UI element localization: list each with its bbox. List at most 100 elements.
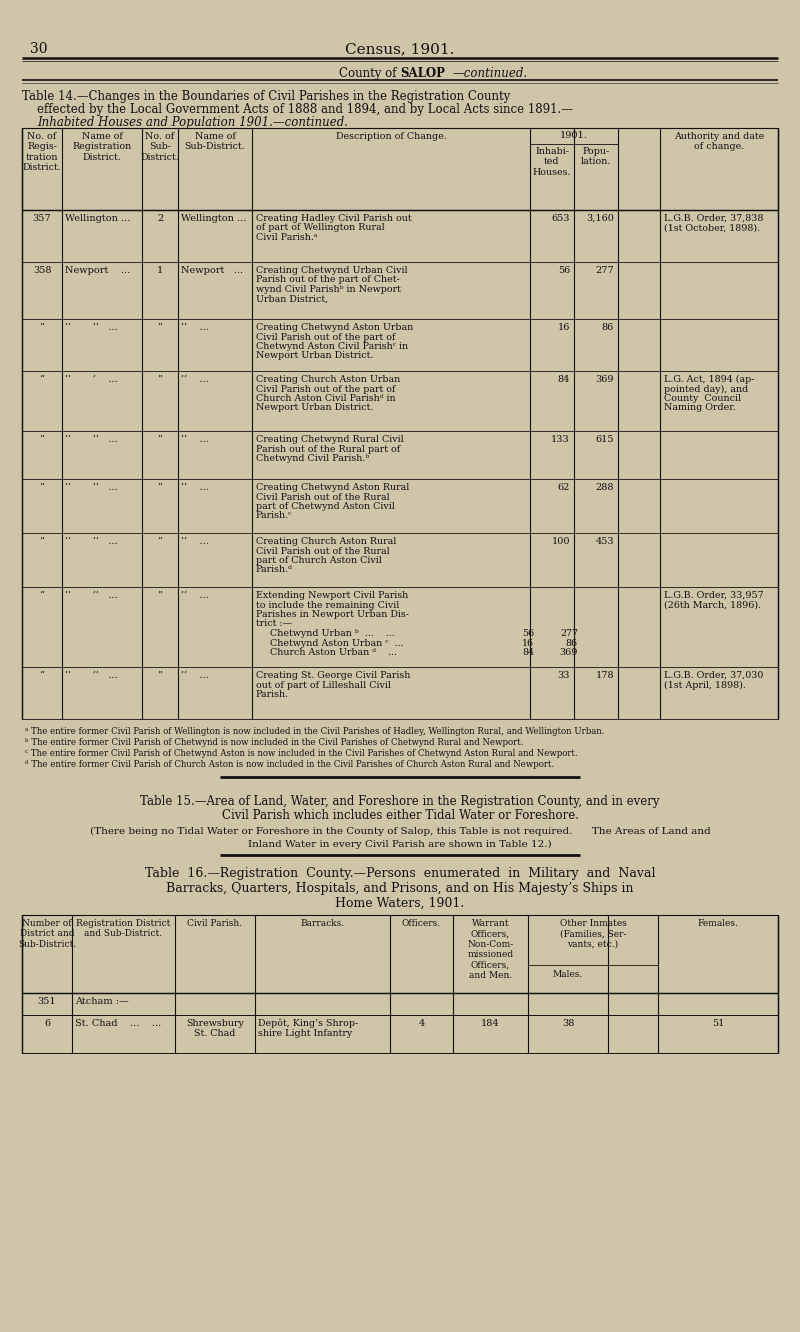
- Text: ’’    ...: ’’ ...: [181, 671, 209, 681]
- Text: 30: 30: [30, 43, 47, 56]
- Text: ’’: ’’: [39, 537, 45, 546]
- Text: St. Chad: St. Chad: [194, 1030, 236, 1038]
- Text: 84: 84: [522, 647, 534, 657]
- Text: Parish out of the Rural part of: Parish out of the Rural part of: [256, 445, 400, 453]
- Text: Civil Parish which includes either Tidal Water or Foreshore.: Civil Parish which includes either Tidal…: [222, 809, 578, 822]
- Text: 184: 184: [481, 1019, 500, 1028]
- Text: 51: 51: [712, 1019, 724, 1028]
- Text: (26th March, 1896).: (26th March, 1896).: [664, 601, 761, 610]
- Text: Males.: Males.: [553, 970, 583, 979]
- Text: Name of
Sub-District.: Name of Sub-District.: [185, 132, 246, 152]
- Text: ’’       ’’   ...: ’’ ’’ ...: [65, 436, 118, 444]
- Text: Church Aston Urban ᵈ    ...: Church Aston Urban ᵈ ...: [264, 647, 397, 657]
- Text: 100: 100: [551, 537, 570, 546]
- Text: Parish.ᶜ: Parish.ᶜ: [256, 511, 292, 521]
- Text: ᵈ The entire former Civil Parish of Church Aston is now included in the Civil Pa: ᵈ The entire former Civil Parish of Chur…: [25, 761, 554, 769]
- Text: L.G.B. Order, 33,957: L.G.B. Order, 33,957: [664, 591, 764, 599]
- Text: Shrewsbury: Shrewsbury: [186, 1019, 244, 1028]
- Text: part of Church Aston Civil: part of Church Aston Civil: [256, 555, 382, 565]
- Text: ’’: ’’: [157, 376, 163, 384]
- Text: ’’: ’’: [39, 671, 45, 681]
- Text: 3,160: 3,160: [586, 214, 614, 222]
- Text: Warrant
Officers,
Non-Com-
missioned
Officers,
and Men.: Warrant Officers, Non-Com- missioned Off…: [467, 919, 514, 980]
- Text: St. Chad    ...    ...: St. Chad ... ...: [75, 1019, 162, 1028]
- Text: 277: 277: [560, 629, 578, 638]
- Text: Newport Urban District.: Newport Urban District.: [256, 404, 374, 413]
- Text: ’’: ’’: [157, 322, 163, 332]
- Text: ’’       ’’   ...: ’’ ’’ ...: [65, 671, 118, 681]
- Text: Home Waters, 1901.: Home Waters, 1901.: [335, 896, 465, 910]
- Text: 86: 86: [602, 322, 614, 332]
- Text: Creating Chetwynd Rural Civil: Creating Chetwynd Rural Civil: [256, 436, 404, 444]
- Text: ’’    ...: ’’ ...: [181, 436, 209, 444]
- Text: ’’: ’’: [39, 376, 45, 384]
- Text: Chetwynd Aston Urban ᶜ  ...: Chetwynd Aston Urban ᶜ ...: [264, 638, 403, 647]
- Bar: [22, 915, 778, 992]
- Text: to include the remaining Civil: to include the remaining Civil: [256, 601, 399, 610]
- Text: (1st April, 1898).: (1st April, 1898).: [664, 681, 746, 690]
- Text: 2: 2: [157, 214, 163, 222]
- Text: ’’       ’’   ...: ’’ ’’ ...: [65, 591, 118, 599]
- Text: Creating Church Aston Rural: Creating Church Aston Rural: [256, 537, 396, 546]
- Text: 453: 453: [595, 537, 614, 546]
- Text: 1901.: 1901.: [560, 131, 588, 140]
- Text: trict :—: trict :—: [256, 619, 292, 629]
- Text: ’’       ’    ...: ’’ ’ ...: [65, 376, 118, 384]
- Text: Popu-
lation.: Popu- lation.: [581, 147, 611, 166]
- Text: 615: 615: [595, 436, 614, 444]
- Text: 62: 62: [558, 484, 570, 492]
- Text: 6: 6: [44, 1019, 50, 1028]
- Text: Civil Parish.ᵃ: Civil Parish.ᵃ: [256, 233, 318, 242]
- Text: 4: 4: [418, 1019, 425, 1028]
- Text: Church Aston Civil Parishᵈ in: Church Aston Civil Parishᵈ in: [256, 394, 396, 404]
- Text: Civil Parish out of the Rural: Civil Parish out of the Rural: [256, 546, 390, 555]
- Text: 133: 133: [551, 436, 570, 444]
- Text: 16: 16: [522, 638, 534, 647]
- Text: Table 14.—Changes in the Boundaries of Civil Parishes in the Registration County: Table 14.—Changes in the Boundaries of C…: [22, 91, 510, 103]
- Text: Number of
District and
Sub-District.: Number of District and Sub-District.: [18, 919, 76, 948]
- Text: 653: 653: [551, 214, 570, 222]
- Text: ’’       ’’   ...: ’’ ’’ ...: [65, 537, 118, 546]
- Text: (1st October, 1898).: (1st October, 1898).: [664, 224, 760, 233]
- Text: pointed day), and: pointed day), and: [664, 385, 748, 394]
- Text: Barracks, Quarters, Hospitals, and Prisons, and on His Majesty’s Ships in: Barracks, Quarters, Hospitals, and Priso…: [166, 882, 634, 895]
- Text: shire Light Infantry: shire Light Infantry: [258, 1030, 352, 1038]
- Text: ᶜ The entire former Civil Parish of Chetwynd Aston is now included in the Civil : ᶜ The entire former Civil Parish of Chet…: [25, 749, 578, 758]
- Text: Description of Change.: Description of Change.: [336, 132, 446, 141]
- Text: No. of
Regis-
tration
District.: No. of Regis- tration District.: [22, 132, 62, 172]
- Text: Parish.: Parish.: [256, 690, 289, 699]
- Text: out of part of Lilleshall Civil: out of part of Lilleshall Civil: [256, 681, 391, 690]
- Text: 351: 351: [38, 996, 56, 1006]
- Text: ’’: ’’: [157, 484, 163, 492]
- Text: Parish out of the part of Chet-: Parish out of the part of Chet-: [256, 276, 400, 285]
- Text: Name of
Registration
District.: Name of Registration District.: [72, 132, 132, 161]
- Text: Urban District,: Urban District,: [256, 294, 328, 304]
- Text: 16: 16: [558, 322, 570, 332]
- Text: L.G.B. Order, 37,030: L.G.B. Order, 37,030: [664, 671, 763, 681]
- Text: of part of Wellington Rural: of part of Wellington Rural: [256, 224, 385, 233]
- Text: Females.: Females.: [698, 919, 738, 928]
- Text: 357: 357: [33, 214, 51, 222]
- Text: Naming Order.: Naming Order.: [664, 404, 736, 413]
- Text: Inhabi-
ted
Houses.: Inhabi- ted Houses.: [533, 147, 571, 177]
- Text: ’’: ’’: [157, 591, 163, 599]
- Text: Creating Chetwynd Aston Urban: Creating Chetwynd Aston Urban: [256, 322, 414, 332]
- Text: ’’    ...: ’’ ...: [181, 376, 209, 384]
- Text: Extending Newport Civil Parish: Extending Newport Civil Parish: [256, 591, 408, 599]
- Text: Creating Hadley Civil Parish out: Creating Hadley Civil Parish out: [256, 214, 412, 222]
- Text: 56: 56: [558, 266, 570, 274]
- Text: Creating St. George Civil Parish: Creating St. George Civil Parish: [256, 671, 410, 681]
- Text: ᵃ The entire former Civil Parish of Wellington is now included in the Civil Pari: ᵃ The entire former Civil Parish of Well…: [25, 727, 604, 737]
- Text: 358: 358: [33, 266, 51, 274]
- Text: Newport Urban District.: Newport Urban District.: [256, 352, 374, 361]
- Text: L.G.B. Order, 37,838: L.G.B. Order, 37,838: [664, 214, 763, 222]
- Text: Barracks.: Barracks.: [301, 919, 345, 928]
- Text: Chetwynd Urban ᵇ  ...    ...: Chetwynd Urban ᵇ ... ...: [264, 629, 394, 638]
- Text: effected by the Local Government Acts of 1888 and 1894, and by Local Acts since : effected by the Local Government Acts of…: [37, 103, 573, 116]
- Text: Civil Parish out of the part of: Civil Parish out of the part of: [256, 333, 395, 341]
- Text: 369: 369: [560, 647, 578, 657]
- Bar: [22, 128, 778, 210]
- Text: 1: 1: [157, 266, 163, 274]
- Text: ’’    ...: ’’ ...: [181, 537, 209, 546]
- Text: Atcham :—: Atcham :—: [75, 996, 129, 1006]
